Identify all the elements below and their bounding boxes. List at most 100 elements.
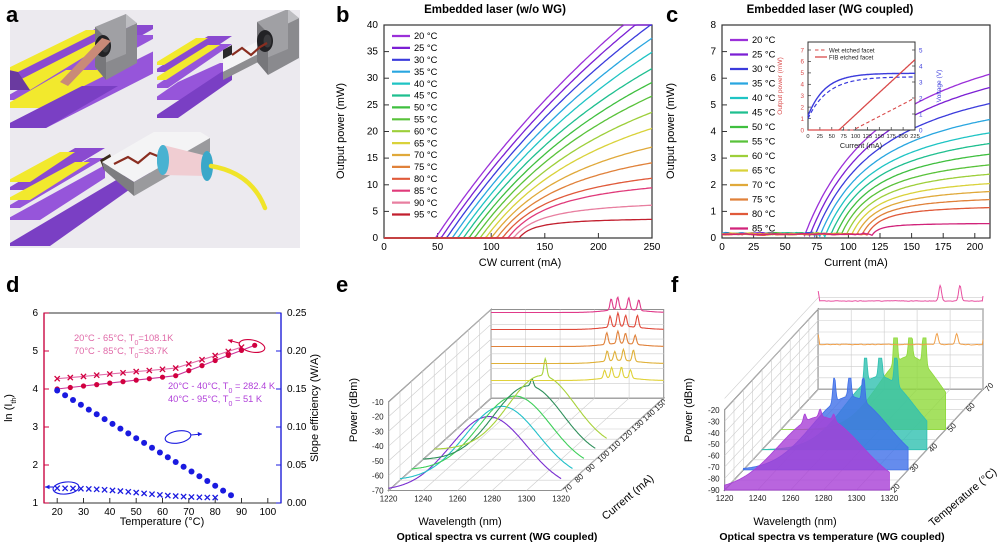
svg-text:5: 5 <box>800 70 804 77</box>
svg-text:FIB etched facet: FIB etched facet <box>829 54 874 61</box>
svg-text:80 °C: 80 °C <box>414 174 438 184</box>
svg-text:40 °C: 40 °C <box>752 93 776 103</box>
svg-text:40: 40 <box>104 507 116 518</box>
svg-text:70: 70 <box>983 381 996 394</box>
svg-text:100: 100 <box>851 134 861 140</box>
svg-text:4: 4 <box>710 127 716 138</box>
svg-text:-60: -60 <box>708 452 720 461</box>
svg-text:-70: -70 <box>372 487 384 496</box>
svg-text:CW current (mA): CW current (mA) <box>479 257 562 269</box>
svg-text:-60: -60 <box>372 472 384 481</box>
svg-text:5: 5 <box>710 100 716 111</box>
svg-text:2: 2 <box>710 180 716 191</box>
svg-text:20 °C: 20 °C <box>414 31 438 41</box>
svg-text:175: 175 <box>935 242 952 253</box>
svg-text:0.00: 0.00 <box>287 498 307 509</box>
svg-text:55 °C: 55 °C <box>752 137 776 147</box>
svg-text:1220: 1220 <box>380 495 398 504</box>
svg-text:75 °C: 75 °C <box>752 195 776 205</box>
svg-text:150: 150 <box>875 134 885 140</box>
svg-text:1300: 1300 <box>848 494 866 503</box>
svg-text:100: 100 <box>259 507 276 518</box>
svg-text:6: 6 <box>32 308 38 319</box>
svg-text:4: 4 <box>800 82 804 89</box>
svg-text:50: 50 <box>780 242 792 253</box>
svg-text:-20: -20 <box>372 413 384 422</box>
svg-text:Output power (mW): Output power (mW) <box>777 57 784 115</box>
svg-text:1260: 1260 <box>782 494 800 503</box>
svg-text:0.05: 0.05 <box>287 460 307 471</box>
svg-text:35 °C: 35 °C <box>414 67 438 77</box>
svg-text:65 °C: 65 °C <box>414 138 438 148</box>
svg-text:0.20: 0.20 <box>287 346 307 357</box>
svg-text:125: 125 <box>872 242 889 253</box>
svg-text:200: 200 <box>898 134 908 140</box>
svg-text:60 °C: 60 °C <box>414 126 438 136</box>
svg-text:75: 75 <box>811 242 823 253</box>
svg-text:0: 0 <box>719 242 725 253</box>
svg-text:1320: 1320 <box>552 495 570 504</box>
svg-text:5: 5 <box>372 206 378 217</box>
svg-text:-50: -50 <box>372 457 384 466</box>
svg-text:30: 30 <box>908 461 921 474</box>
svg-text:1220: 1220 <box>716 494 734 503</box>
svg-text:75: 75 <box>841 134 847 140</box>
svg-text:4: 4 <box>919 63 923 70</box>
svg-text:125: 125 <box>863 134 873 140</box>
svg-text:8: 8 <box>710 20 716 31</box>
svg-text:Wavelength (nm): Wavelength (nm) <box>418 516 501 528</box>
svg-text:70°C - 85°C, T0=33.7K: 70°C - 85°C, T0=33.7K <box>74 346 169 360</box>
svg-text:3: 3 <box>919 79 923 86</box>
svg-text:10: 10 <box>367 180 379 191</box>
svg-text:250: 250 <box>644 242 660 253</box>
svg-text:80: 80 <box>573 472 586 485</box>
svg-text:-10: -10 <box>372 398 384 407</box>
svg-text:ln (Ith): ln (Ith) <box>3 394 18 422</box>
svg-text:25 °C: 25 °C <box>752 50 776 60</box>
svg-text:80: 80 <box>210 507 222 518</box>
svg-text:1240: 1240 <box>749 494 767 503</box>
svg-text:20: 20 <box>889 481 902 494</box>
svg-text:Power (dBm): Power (dBm) <box>348 378 360 442</box>
svg-text:30: 30 <box>367 73 379 84</box>
svg-text:1280: 1280 <box>483 495 501 504</box>
svg-text:90: 90 <box>584 461 597 474</box>
svg-text:25: 25 <box>748 242 760 253</box>
svg-text:50: 50 <box>432 242 444 253</box>
svg-text:35 °C: 35 °C <box>752 79 776 89</box>
svg-text:Voltage (V): Voltage (V) <box>936 70 943 103</box>
svg-text:-20: -20 <box>708 406 720 415</box>
svg-text:35: 35 <box>367 47 379 58</box>
svg-text:95 °C: 95 °C <box>414 210 438 220</box>
svg-text:90: 90 <box>236 507 248 518</box>
svg-text:7: 7 <box>710 47 716 58</box>
svg-text:0: 0 <box>800 127 804 134</box>
svg-text:175: 175 <box>886 134 896 140</box>
svg-text:0.15: 0.15 <box>287 384 307 395</box>
svg-text:-70: -70 <box>708 463 720 472</box>
svg-text:1: 1 <box>919 111 923 118</box>
svg-text:2: 2 <box>32 460 38 471</box>
svg-text:5: 5 <box>919 47 923 54</box>
svg-text:55 °C: 55 °C <box>414 115 438 125</box>
svg-text:7: 7 <box>800 47 804 54</box>
svg-text:1: 1 <box>800 116 804 123</box>
svg-text:1320: 1320 <box>881 494 899 503</box>
svg-text:Temperature (°C): Temperature (°C) <box>120 516 204 528</box>
svg-text:Current (mA): Current (mA) <box>824 257 888 269</box>
svg-text:1: 1 <box>32 498 38 509</box>
svg-text:5: 5 <box>32 346 38 357</box>
svg-text:20 °C: 20 °C <box>752 35 776 45</box>
svg-text:Wavelength (nm): Wavelength (nm) <box>753 516 836 528</box>
svg-text:3: 3 <box>32 422 38 433</box>
svg-text:-30: -30 <box>708 417 720 426</box>
svg-text:-90: -90 <box>708 486 720 495</box>
svg-text:Power (dBm): Power (dBm) <box>683 378 695 442</box>
svg-text:1240: 1240 <box>414 495 432 504</box>
svg-text:Temperature (°C): Temperature (°C) <box>927 466 999 529</box>
svg-text:85 °C: 85 °C <box>414 186 438 196</box>
svg-text:20: 20 <box>52 507 64 518</box>
svg-text:30 °C: 30 °C <box>414 55 438 65</box>
svg-text:-40: -40 <box>708 429 720 438</box>
svg-text:150: 150 <box>536 242 553 253</box>
